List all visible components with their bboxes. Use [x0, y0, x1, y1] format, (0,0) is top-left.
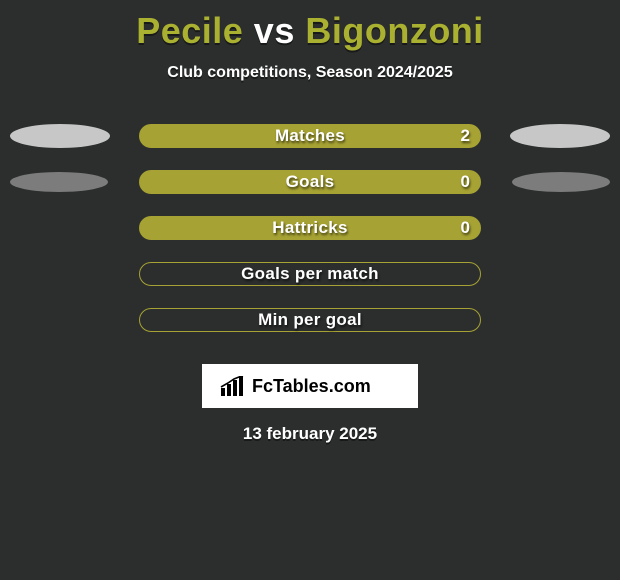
stat-label: Goals [286, 172, 335, 192]
brand-box-wrap: FcTables.com [0, 364, 620, 408]
stat-label: Matches [275, 126, 345, 146]
title-vs: vs [243, 10, 305, 51]
brand-box[interactable]: FcTables.com [202, 364, 418, 408]
stat-value: 0 [461, 172, 470, 192]
stat-bar: Min per goal [139, 308, 481, 332]
title-player2: Bigonzoni [305, 10, 483, 51]
side-ellipse-left [10, 172, 108, 192]
stat-label: Goals per match [241, 264, 379, 284]
stat-row: Min per goal [0, 308, 620, 354]
title-player1: Pecile [136, 10, 243, 51]
comparison-widget: Pecile vs Bigonzoni Club competitions, S… [0, 0, 620, 580]
footer-date: 13 february 2025 [0, 424, 620, 444]
stat-label: Hattricks [272, 218, 347, 238]
stat-value: 0 [461, 218, 470, 238]
stat-row: Hattricks 0 [0, 216, 620, 262]
subtitle: Club competitions, Season 2024/2025 [0, 64, 620, 82]
bar-chart-icon [220, 376, 246, 396]
stat-bar: Matches 2 [139, 124, 481, 148]
side-ellipse-right [510, 124, 610, 148]
stat-row: Matches 2 [0, 124, 620, 170]
stat-bar: Goals per match [139, 262, 481, 286]
stat-row: Goals 0 [0, 170, 620, 216]
stat-value: 2 [461, 126, 470, 146]
side-ellipse-left [10, 124, 110, 148]
stat-label: Min per goal [258, 310, 362, 330]
page-title: Pecile vs Bigonzoni [0, 0, 620, 52]
brand-text: FcTables.com [252, 376, 371, 397]
stat-bar: Hattricks 0 [139, 216, 481, 240]
stats-table: Matches 2 Goals 0 Hattricks 0 Goals per match M… [0, 124, 620, 354]
stat-row: Goals per match [0, 262, 620, 308]
stat-bar: Goals 0 [139, 170, 481, 194]
side-ellipse-right [512, 172, 610, 192]
